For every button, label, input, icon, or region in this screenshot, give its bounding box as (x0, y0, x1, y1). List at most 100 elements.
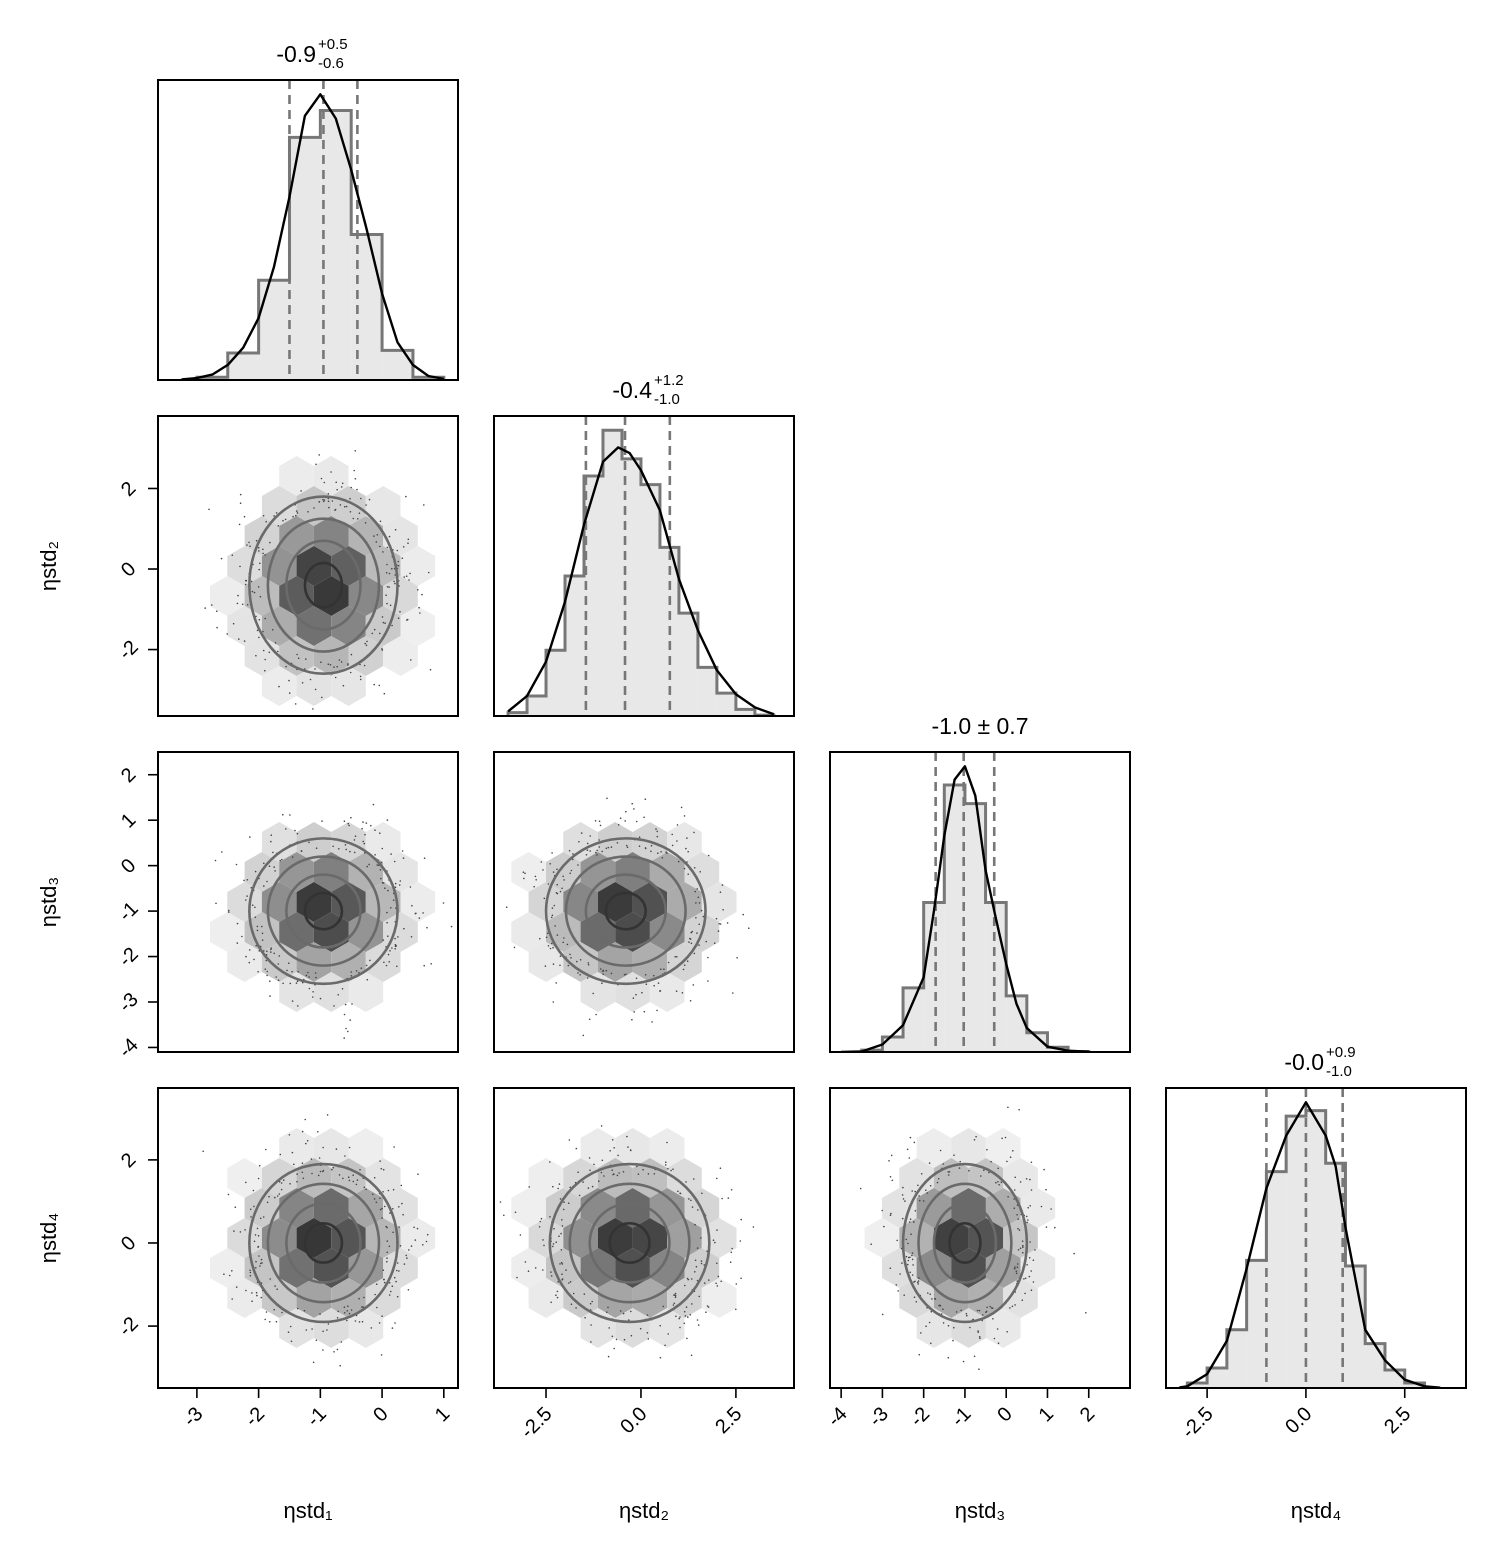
scatter-point (331, 1168, 333, 1171)
scatter-point (1027, 1219, 1029, 1221)
contour-line (303, 1221, 344, 1265)
scatter-point (388, 572, 391, 575)
scatter-point (656, 835, 659, 838)
hexbin-cell (279, 1128, 314, 1168)
scatter-point (389, 1212, 391, 1214)
hexbin-cell (313, 1308, 349, 1348)
scatter-point (257, 971, 259, 973)
histogram-bar (382, 350, 413, 380)
scatter-point (740, 1218, 742, 1221)
y-tick-label: 0 (117, 855, 140, 878)
scatter-point (215, 902, 217, 905)
scatter-point (323, 500, 325, 503)
scatter-point (368, 498, 371, 501)
scatter-point (552, 1001, 555, 1003)
hexbin-cell (667, 822, 702, 862)
scatter-point (359, 675, 362, 678)
scatter-point (292, 515, 294, 518)
scatter-point (958, 1167, 961, 1169)
scatter-point (570, 1303, 573, 1305)
scatter-point (739, 1240, 742, 1242)
scatter-point (315, 463, 317, 466)
hexbin-cell (1003, 1278, 1038, 1318)
scatter-point (598, 1180, 600, 1182)
scatter-point (249, 836, 251, 838)
scatter-point (255, 539, 258, 542)
scatter-point (543, 1244, 545, 1247)
hexbin-cell (615, 1188, 650, 1228)
scatter-point (397, 564, 400, 567)
scatter-point (911, 1274, 914, 1276)
scatter-point (410, 659, 412, 661)
scatter-point (392, 1208, 394, 1210)
scatter-point (390, 907, 392, 909)
scatter-point (260, 1258, 263, 1261)
scatter-point (705, 1311, 707, 1313)
scatter-point (902, 1198, 905, 1200)
scatter-point (338, 848, 340, 850)
hexbin-cell (331, 666, 366, 706)
scatter-point (647, 1338, 650, 1340)
y-tick-label: 0 (117, 558, 140, 581)
scatter-point (947, 1171, 949, 1173)
scatter-point (639, 1327, 642, 1330)
scatter-point (394, 948, 397, 950)
scatter-point (636, 1165, 638, 1168)
scatter-point (270, 948, 272, 951)
x-tick-label: 2 (1076, 1403, 1099, 1426)
hexbin-cell (331, 1158, 366, 1198)
panel-frame (157, 79, 459, 381)
scatter-point (386, 921, 388, 924)
scatter-point (683, 964, 686, 966)
scatter-point (381, 1315, 383, 1317)
scatter-point (259, 1265, 261, 1267)
hexbin-cell (313, 1128, 349, 1168)
contour-line (901, 1162, 1029, 1324)
scatter-point (214, 859, 217, 862)
scatter-point (270, 947, 273, 949)
scatter-point (693, 867, 696, 869)
scatter-point (386, 563, 388, 566)
scatter-point (363, 664, 366, 667)
scatter-point (333, 666, 335, 668)
scatter-point (343, 1306, 346, 1308)
scatter-point (952, 1339, 954, 1342)
hexbin-cell (649, 1128, 685, 1168)
scatter-point (859, 1187, 862, 1190)
scatter-point (418, 606, 420, 609)
scatter-point (408, 579, 410, 581)
scatter-point (981, 1314, 984, 1316)
scatter-point (236, 922, 239, 925)
hexbin-cell (563, 942, 598, 982)
scatter-point (333, 1351, 335, 1353)
scatter-point (343, 1312, 346, 1314)
panel-frame (493, 1087, 795, 1389)
scatter-point (720, 1280, 722, 1283)
histogram-bar (716, 693, 736, 716)
scatter-point (261, 932, 264, 935)
scatter-point (340, 661, 343, 663)
scatter-point (259, 562, 261, 565)
scatter-point (601, 850, 603, 853)
scatter-point (211, 604, 213, 606)
scatter-point (410, 936, 413, 938)
scatter-point (683, 867, 686, 870)
scatter-point (384, 1205, 386, 1208)
scatter-point (579, 974, 581, 976)
scatter-point (413, 1226, 415, 1229)
scatter-point (602, 973, 604, 976)
scatter-point (667, 961, 670, 964)
scatter-point (295, 982, 298, 984)
scatter-point (415, 912, 417, 915)
scatter-point (712, 1239, 715, 1241)
scatter-point (378, 684, 381, 687)
x-tick-label: -2.5 (517, 1403, 557, 1443)
scatter-point (1016, 1214, 1018, 1216)
histogram-outline (1185, 1109, 1426, 1388)
scatter-point (700, 909, 703, 912)
scatter-point (673, 1302, 676, 1305)
scatter-point (911, 1258, 914, 1261)
scatter-point (534, 1267, 537, 1269)
scatter-point (345, 1027, 347, 1030)
scatter-point (330, 471, 332, 473)
